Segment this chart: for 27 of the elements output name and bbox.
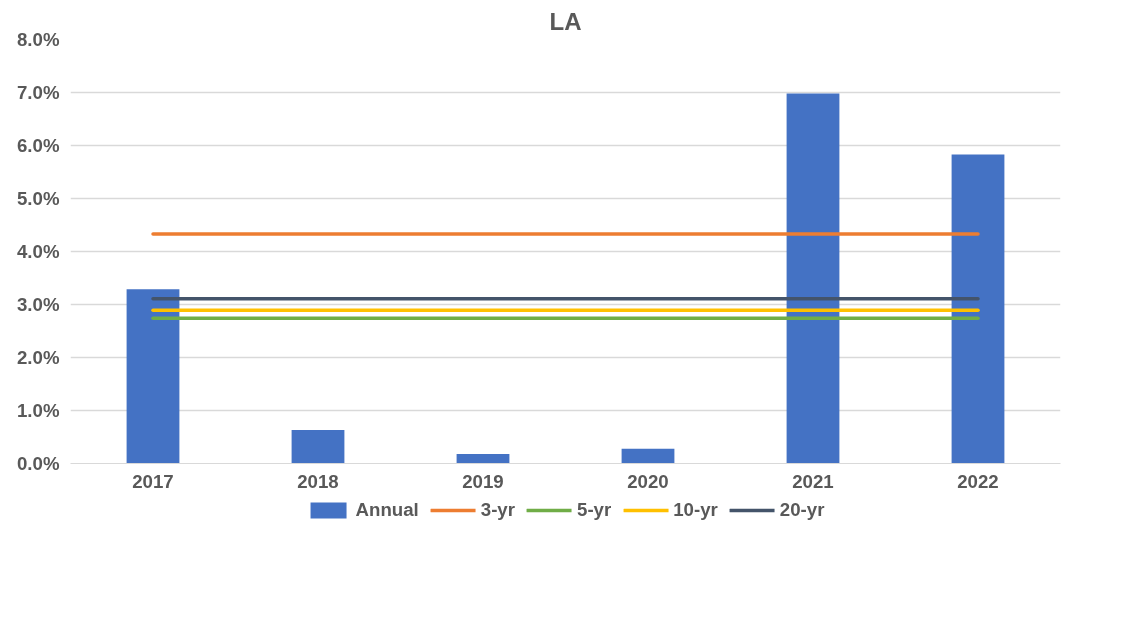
legend-label: 3-yr <box>480 499 516 521</box>
y-tick-label: 2.0% <box>16 347 60 368</box>
bar <box>951 154 1005 464</box>
y-tick-label: 0.0% <box>16 453 60 474</box>
chart-title: LA <box>549 7 582 35</box>
x-tick-label: 2021 <box>792 470 834 492</box>
legend-label: 5-yr <box>577 499 612 521</box>
bar <box>786 93 840 464</box>
x-tick-label: 2022 <box>957 470 999 492</box>
bar <box>621 448 675 464</box>
y-tick-label: 6.0% <box>16 135 60 156</box>
bar <box>456 453 510 464</box>
x-tick-label: 2018 <box>297 470 339 492</box>
y-tick-label: 4.0% <box>16 241 60 262</box>
legend-label: 20-yr <box>779 499 825 521</box>
x-tick-label: 2017 <box>132 470 174 492</box>
legend-label: Annual <box>355 499 419 521</box>
y-tick-label: 8.0% <box>16 29 60 50</box>
x-tick-label: 2019 <box>462 470 504 492</box>
y-tick-label: 1.0% <box>16 400 60 421</box>
y-tick-label: 3.0% <box>16 294 60 315</box>
y-tick-label: 7.0% <box>16 82 60 103</box>
legend-label: 10-yr <box>673 499 718 521</box>
x-tick-label: 2020 <box>627 470 669 492</box>
bar <box>291 430 345 464</box>
y-tick-label: 5.0% <box>16 188 60 209</box>
bar <box>126 289 180 464</box>
